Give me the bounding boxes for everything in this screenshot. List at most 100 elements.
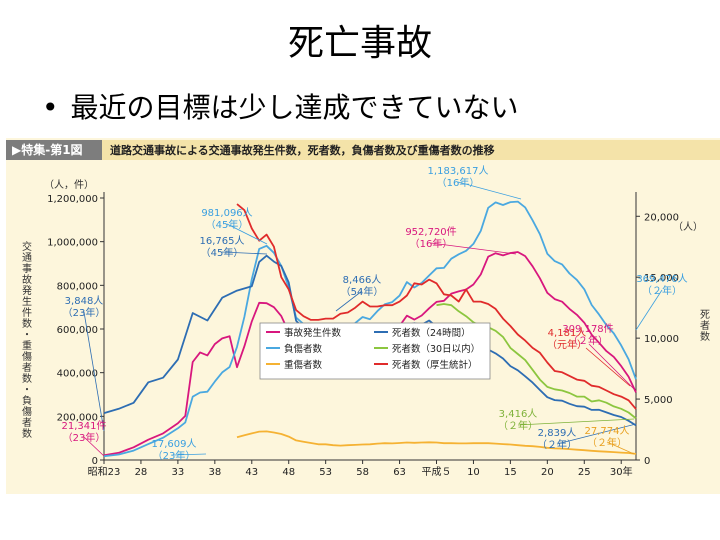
x-tick-label: 30年: [610, 465, 633, 478]
y-right-tick-label: 20,000: [644, 212, 679, 223]
annotation-leader: [556, 423, 637, 445]
slide-title: 死亡事故: [287, 23, 432, 64]
annotation-year: （16年）: [410, 237, 453, 250]
legend-label-deathsVital: 死者数（厚生統計）: [392, 359, 478, 371]
y-left-tick-label: 1,200,000: [47, 194, 98, 205]
annotation-leader: [517, 418, 635, 426]
annotation-value: 309,178件: [562, 323, 613, 335]
annotation-year: （２年）: [537, 438, 577, 451]
axis-label-char: 生: [22, 295, 32, 308]
axes: 0 200,000 400,000 600,000 800,000 1,000,000 1,…: [47, 192, 679, 478]
legend-label-deaths30: 死者数（30日以内）: [392, 343, 480, 355]
y-left-label: 交通事故発生件数・重傷者数・負傷者数: [22, 240, 32, 440]
y-left-tick-label: 1,000,000: [47, 238, 98, 249]
y-left-tick-label: 0: [92, 456, 98, 467]
x-tick-label: 58: [356, 467, 369, 478]
x-tick-label: 20: [541, 467, 554, 478]
y-right-unit: （人）: [673, 221, 703, 233]
annotation-leader: [173, 453, 207, 456]
x-tick-label: 48: [282, 467, 295, 478]
x-tick-label: 昭和23: [88, 466, 121, 478]
annotation-leader: [335, 290, 363, 312]
annotation-value: 8,466人: [343, 274, 382, 286]
annotation-leader: [83, 311, 105, 432]
annotation-value: 21,341件: [62, 420, 107, 432]
y-left-unit: （人，件）: [44, 179, 94, 191]
axis-label-char: 者: [22, 417, 32, 429]
y-left-tick-label: 600,000: [57, 325, 98, 336]
annotation-value: 27,774人: [585, 425, 630, 437]
annotation-leader: [457, 181, 522, 200]
annotation-year: （２年）: [568, 334, 608, 347]
annotation-value: 17,609人: [152, 438, 197, 450]
annotation-value: 981,096人: [201, 207, 252, 219]
annotation-year: （23年）: [63, 431, 106, 444]
x-tick-label: 63: [393, 467, 406, 478]
y-right-label: 死者数: [700, 310, 710, 343]
annotation-leader: [221, 251, 268, 255]
x-tick-label: 10: [467, 467, 480, 478]
axis-label-char: ・: [22, 385, 32, 396]
annotation-value: 952,720件: [405, 226, 456, 238]
y-right-tick-label: 10,000: [644, 334, 679, 345]
annotation-year: （16年）: [437, 176, 480, 189]
y-left-tick-label: 200,000: [57, 412, 98, 423]
annotation-year: （元年）: [547, 338, 587, 351]
axis-label-char: 者: [700, 320, 710, 332]
axis-label-char: 件: [22, 307, 32, 319]
bullet-dot: •: [42, 91, 59, 124]
figure-caption: 道路交通事故による交通事故発生件数，死者数，負傷者数及び重傷者数の推移: [110, 143, 495, 157]
x-tick-label: 43: [245, 467, 258, 478]
slide-bullet: • 最近の目標は少し達成できていない: [42, 86, 519, 126]
axis-label-char: 発: [22, 284, 32, 297]
x-tick-label: 38: [208, 467, 221, 478]
legend-label-accidents: 事故発生件数: [284, 327, 342, 339]
axis-label-char: ・: [22, 330, 32, 341]
series-line-injured: [103, 200, 637, 458]
figure-tag: ▶特集-第1図: [12, 142, 83, 157]
annotation-value: 3,416人: [499, 408, 538, 420]
annotation-value: 16,765人: [200, 235, 245, 247]
x-tick-label: 33: [172, 467, 185, 478]
annotation-year: （45年）: [206, 218, 249, 231]
annotation-year: （23年）: [153, 449, 196, 462]
annotation-leader: [635, 289, 663, 331]
y-left-tick-label: 400,000: [57, 369, 98, 380]
y-right-tick-label: 5,000: [644, 395, 673, 406]
x-tick-label: 28: [135, 467, 148, 478]
annotation-leader: [606, 441, 635, 455]
annotation-leader: [588, 343, 637, 392]
axis-label-char: 事: [22, 262, 32, 275]
legend-label-deaths24: 死者数（24時間）: [392, 327, 471, 339]
series-line-serious: [236, 430, 637, 455]
annotation-year: （23年）: [63, 306, 106, 319]
axis-label-char: 故: [22, 273, 32, 286]
figure-header-bar: [6, 140, 720, 160]
series-line-deaths30: [436, 303, 637, 420]
axis-label-char: 死: [700, 310, 710, 321]
annotation-leader: [430, 242, 517, 255]
axis-label-char: 傷: [22, 405, 32, 418]
annotation-value: 2,839人: [538, 427, 577, 439]
axis-label-char: 者: [22, 362, 32, 374]
axis-label-char: 数: [22, 317, 32, 330]
x-tick-label: 15: [504, 467, 517, 478]
series-line-deathsVital: [236, 203, 637, 410]
annotations: 3,848人（23年）21,341件（23年）17,609人（23年）981,0…: [62, 165, 688, 462]
annotation-value: 3,848人: [65, 295, 104, 307]
axis-label-char: 負: [22, 395, 32, 407]
chart-figure: ▶特集-第1図 道路交通事故による交通事故発生件数，死者数，負傷者数及び重傷者数…: [6, 138, 720, 494]
axis-label-char: 通: [22, 252, 32, 264]
y-right-tick-label: 15,000: [644, 273, 679, 284]
bullet-text: 最近の目標は少し達成できていない: [70, 91, 519, 124]
axis-label-char: 数: [22, 372, 32, 385]
axis-label-char: 数: [22, 427, 32, 440]
axis-label-char: 数: [700, 330, 710, 343]
chart-svg: ▶特集-第1図 道路交通事故による交通事故発生件数，死者数，負傷者数及び重傷者数…: [6, 138, 720, 494]
x-tick-label: 25: [578, 467, 591, 478]
annotation-leader: [226, 223, 268, 245]
annotation-year: （45年）: [201, 246, 244, 259]
axis-label-char: 傷: [22, 350, 32, 363]
annotation-leader: [585, 347, 631, 387]
